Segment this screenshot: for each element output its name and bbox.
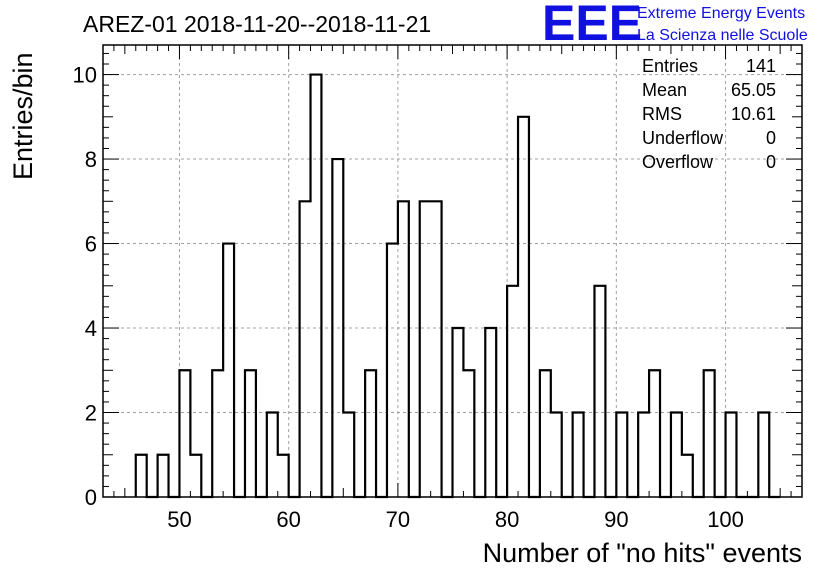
- x-tick-label: 90: [604, 507, 628, 532]
- histogram-bin: [638, 413, 649, 497]
- stats-box: Entries 141 Mean 65.05 RMS 10.61 Underflow 0 Ove…: [642, 56, 776, 172]
- y-tick-label: 10: [73, 63, 97, 88]
- histogram-bin: [507, 286, 518, 497]
- stats-label: Entries: [642, 56, 698, 76]
- x-tick-label: 50: [167, 507, 191, 532]
- x-tick-label: 70: [386, 507, 410, 532]
- stats-label: Mean: [642, 80, 687, 100]
- histogram-bin: [179, 370, 190, 497]
- y-tick-label: 4: [85, 316, 97, 341]
- histogram-bin: [190, 455, 201, 497]
- stats-label: Underflow: [642, 128, 724, 148]
- histogram-bin: [212, 370, 223, 497]
- grid-layer: [103, 45, 802, 497]
- histogram-bin: [573, 413, 584, 497]
- histogram-bin: [343, 413, 354, 497]
- x-tick-label: 80: [495, 507, 519, 532]
- logo-line-1: Extreme Energy Events: [637, 5, 805, 22]
- histogram-bin: [463, 370, 474, 497]
- histogram-bin: [245, 370, 256, 497]
- histogram-bin: [616, 413, 627, 497]
- histogram-bin: [671, 413, 682, 497]
- stats-value: 0: [766, 128, 776, 148]
- histogram-bin: [420, 201, 431, 497]
- stats-value: 141: [746, 56, 776, 76]
- histogram-bin: [136, 455, 147, 497]
- x-axis-title: Number of "no hits" events: [483, 538, 802, 568]
- histogram-bin: [704, 370, 715, 497]
- stats-value: 65.05: [731, 80, 776, 100]
- stats-label: RMS: [642, 104, 682, 124]
- stats-value: 0: [766, 152, 776, 172]
- histogram-bin: [682, 455, 693, 497]
- histogram-bin: [158, 455, 169, 497]
- histogram-bin: [431, 201, 442, 497]
- histogram-bin: [278, 455, 289, 497]
- histogram-bin: [365, 370, 376, 497]
- histogram-bin: [551, 413, 562, 497]
- histogram-bin: [518, 117, 529, 497]
- y-tick-label: 6: [85, 232, 97, 257]
- histogram-bin: [594, 286, 605, 497]
- stats-value: 10.61: [731, 104, 776, 124]
- chart-title: AREZ-01 2018-11-20--2018-11-21: [83, 11, 431, 37]
- stats-label: Overflow: [642, 152, 714, 172]
- x-tick-label: 100: [707, 507, 744, 532]
- logo-line-2: La Scienza nelle Scuole: [637, 27, 808, 44]
- histogram-bin: [726, 413, 737, 497]
- histogram-bin: [387, 244, 398, 497]
- y-axis-title: Entries/bin: [8, 52, 38, 180]
- histogram-bin: [223, 244, 234, 497]
- y-tick-label: 0: [85, 485, 97, 510]
- logo-mark: EEE: [542, 0, 642, 51]
- y-tick-label: 2: [85, 401, 97, 426]
- histogram-bin: [267, 413, 278, 497]
- histogram-bin: [300, 201, 311, 497]
- histogram-bin: [540, 370, 551, 497]
- eee-logo: EEE Extreme Energy Events La Scienza nel…: [542, 0, 808, 51]
- histogram-bin: [649, 370, 660, 497]
- histogram-bin: [311, 75, 322, 497]
- x-tick-label: 60: [276, 507, 300, 532]
- y-tick-label: 8: [85, 147, 97, 172]
- histogram-bin: [758, 413, 769, 497]
- histogram-bin: [398, 201, 409, 497]
- ticks-layer: 50 60 70 80 90 100 0 2 4 6 8 10: [73, 45, 803, 532]
